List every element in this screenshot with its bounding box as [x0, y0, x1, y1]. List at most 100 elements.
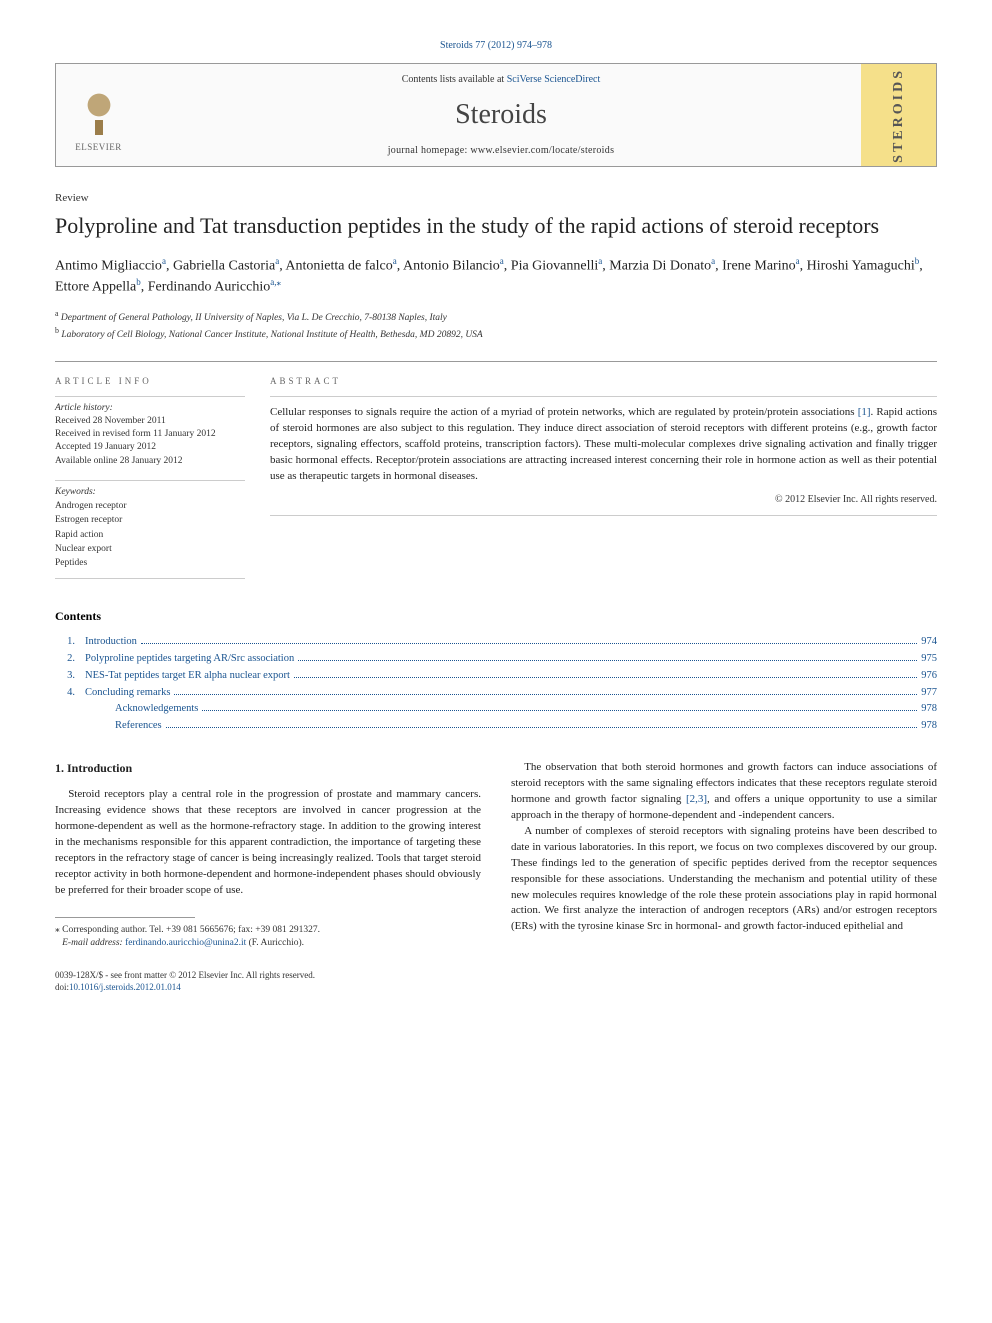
author-affil-sup: b [915, 256, 920, 266]
corresponding-author-text: Corresponding author. Tel. +39 081 56656… [62, 925, 320, 935]
journal-homepage-line: journal homepage: www.elsevier.com/locat… [146, 145, 856, 156]
affil-sup-letter: a [275, 256, 279, 266]
top-citation: Steroids 77 (2012) 974–978 [55, 40, 937, 51]
section-1-heading: 1. Introduction [55, 760, 481, 777]
toc-row[interactable]: 4.Concluding remarks977 [55, 685, 937, 702]
article-history-line: Accepted 19 January 2012 [55, 441, 245, 454]
keyword-line: Estrogen receptor [55, 513, 245, 527]
homepage-url[interactable]: www.elsevier.com/locate/steroids [470, 145, 614, 156]
toc-label: Acknowledgements [115, 701, 198, 718]
elsevier-label: ELSEVIER [75, 142, 122, 152]
affiliation-sup: b [55, 326, 59, 335]
affiliation-line: b Laboratory of Cell Biology, National C… [55, 325, 937, 342]
toc-leader-dots [202, 710, 917, 711]
author-name: Gabriella Castoria [173, 258, 275, 273]
issn-copyright-line: 0039-128X/$ - see front matter © 2012 El… [55, 969, 937, 982]
article-info-heading: ARTICLE INFO [55, 376, 245, 386]
author-affil-sup: a [393, 256, 397, 266]
toc-label: References [115, 718, 162, 735]
article-history-line: Received 28 November 2011 [55, 415, 245, 428]
email-label: E-mail address: [62, 938, 123, 948]
toc-row[interactable]: 2.Polyproline peptides targeting AR/Src … [55, 651, 937, 668]
toc-number: 4. [55, 685, 75, 702]
affil-sup-letter: b [915, 256, 920, 266]
author-affil-sup: a [711, 256, 715, 266]
keyword-line: Rapid action [55, 528, 245, 542]
sciencedirect-link[interactable]: SciVerse ScienceDirect [507, 74, 601, 85]
toc-page-number: 977 [921, 685, 937, 702]
abstract-text-pre: Cellular responses to signals require th… [270, 406, 858, 418]
affil-sup-letter: a [598, 256, 602, 266]
keyword-line: Nuclear export [55, 542, 245, 556]
doi-link[interactable]: 10.1016/j.steroids.2012.01.014 [69, 982, 181, 992]
article-info-column: ARTICLE INFO Article history: Received 2… [55, 362, 265, 591]
toc-row[interactable]: Acknowledgements 978 [55, 701, 937, 718]
intro-paragraph-3: A number of complexes of steroid recepto… [511, 824, 937, 936]
author-name: Irene Marino [722, 258, 795, 273]
toc-label: NES-Tat peptides target ER alpha nuclear… [85, 668, 290, 685]
toc-leader-dots [298, 660, 917, 661]
affil-sup-letter: a [711, 256, 715, 266]
keywords-label: Keywords: [55, 487, 245, 497]
doi-prefix: doi: [55, 982, 69, 992]
author-affil-sup: a [796, 256, 800, 266]
abstract-column: ABSTRACT Cellular responses to signals r… [265, 362, 937, 591]
contents-available-line: Contents lists available at SciVerse Sci… [146, 74, 856, 85]
affil-sup-letter: a [162, 256, 166, 266]
toc-page-number: 978 [921, 701, 937, 718]
keyword-line: Peptides [55, 556, 245, 570]
contents-available-text: Contents lists available at [402, 74, 504, 85]
authors-line: Antimo Migliaccioa, Gabriella Castoriaa,… [55, 255, 937, 298]
toc-leader-dots [294, 677, 917, 678]
corresponding-email-link[interactable]: ferdinando.auricchio@unina2.it [125, 938, 246, 948]
footnote-rule [55, 917, 195, 918]
footnote-star-icon: ⁎ [55, 925, 60, 935]
toc-leader-dots [166, 727, 918, 728]
contents-heading: Contents [55, 609, 937, 624]
contents-section: Contents 1.Introduction9742.Polyproline … [55, 609, 937, 735]
body-left-column: 1. Introduction Steroid receptors play a… [55, 760, 481, 951]
intro-paragraph-2: The observation that both steroid hormon… [511, 760, 937, 824]
toc-leader-dots [174, 694, 917, 695]
email-paren: (F. Auricchio). [249, 938, 304, 948]
author-affil-sup: a,⁎ [270, 277, 281, 287]
affiliations-block: a Department of General Pathology, II Un… [55, 308, 937, 343]
toc-label: Polyproline peptides targeting AR/Src as… [85, 651, 294, 668]
author-name: Antonietta de falco [285, 258, 392, 273]
journal-name: Steroids [146, 99, 856, 131]
intro-ref-2-3[interactable]: [2,3] [686, 793, 707, 805]
toc-label: Introduction [85, 634, 137, 651]
elsevier-logo: ELSEVIER [56, 64, 141, 166]
journal-cover-text: STEROIDS [891, 68, 907, 163]
abstract-heading: ABSTRACT [270, 376, 937, 386]
corresponding-star-icon: ⁎ [277, 277, 282, 287]
journal-header-box: ELSEVIER Contents lists available at Sci… [55, 63, 937, 167]
homepage-prefix: journal homepage: [388, 145, 468, 156]
author-affil-sup: a [598, 256, 602, 266]
abstract-ref-1[interactable]: [1] [858, 406, 871, 418]
author-affil-sup: a [275, 256, 279, 266]
article-history-line: Available online 28 January 2012 [55, 455, 245, 468]
affil-sup-letter: a [393, 256, 397, 266]
toc-page-number: 978 [921, 718, 937, 735]
author-affil-sup: a [162, 256, 166, 266]
toc-row[interactable]: 1.Introduction974 [55, 634, 937, 651]
author-name: Hiroshi Yamaguchi [807, 258, 915, 273]
bottom-meta: 0039-128X/$ - see front matter © 2012 El… [55, 969, 937, 994]
author-affil-sup: b [136, 277, 141, 287]
toc-row[interactable]: References 978 [55, 718, 937, 735]
journal-cover-thumbnail: STEROIDS [861, 64, 936, 166]
toc-number: 3. [55, 668, 75, 685]
author-name: Antonio Bilancio [403, 258, 500, 273]
affil-sup-letter: b [136, 277, 141, 287]
author-name: Ettore Appella [55, 280, 136, 295]
toc-leader-dots [141, 643, 917, 644]
abstract-copyright: © 2012 Elsevier Inc. All rights reserved… [270, 493, 937, 508]
affiliation-line: a Department of General Pathology, II Un… [55, 308, 937, 325]
affil-sup-letter: a [270, 277, 274, 287]
toc-row[interactable]: 3. NES-Tat peptides target ER alpha nucle… [55, 668, 937, 685]
toc-page-number: 976 [921, 668, 937, 685]
article-history-line: Received in revised form 11 January 2012 [55, 428, 245, 441]
affil-sup-letter: a [500, 256, 504, 266]
author-name: Pia Giovannelli [511, 258, 599, 273]
